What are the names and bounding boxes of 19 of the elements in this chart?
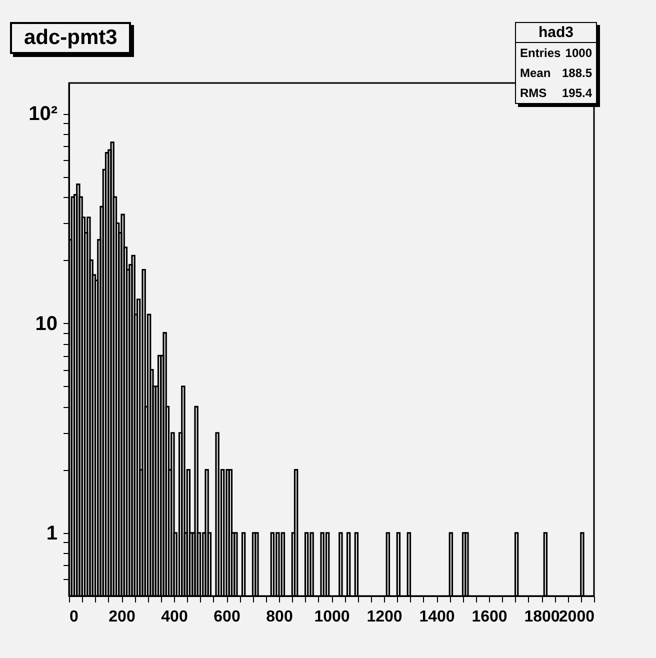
y-tick-label: 1 — [46, 522, 58, 544]
x-tick-label: 200 — [108, 608, 136, 626]
x-tick-label: 1800 — [524, 608, 560, 626]
y-tick-label: 10² — [28, 103, 58, 126]
text: had3 — [516, 23, 596, 43]
text: Mean 188.5 — [520, 66, 592, 80]
y-tick-label: 10 — [35, 312, 58, 335]
x-tick-label: 1200 — [366, 608, 402, 626]
x-tick-label: 2000 — [558, 608, 595, 626]
text: RMS 195.4 — [520, 86, 592, 100]
x-tick-label: 600 — [214, 608, 240, 626]
x-tick-label: 1600 — [472, 608, 508, 626]
x-tick-label: 1000 — [314, 608, 350, 626]
x-tick-label: 1400 — [419, 608, 455, 626]
x-tick-label: 0 — [70, 608, 78, 626]
chart-title: adc-pmt3 — [10, 22, 132, 54]
x-tick-label: 800 — [266, 608, 293, 626]
text: Entries 1000 — [520, 46, 592, 60]
x-tick-label: 400 — [161, 608, 188, 626]
